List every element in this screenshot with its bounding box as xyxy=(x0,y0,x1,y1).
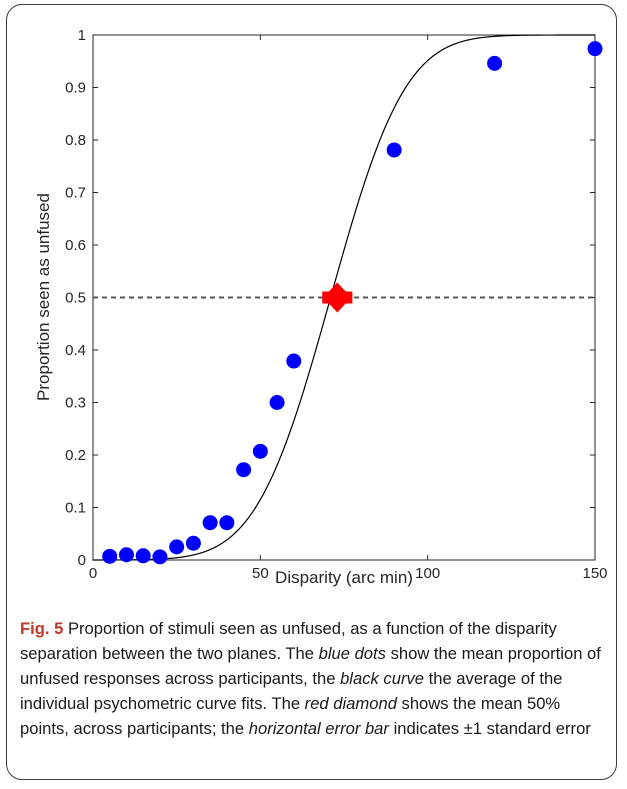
x-axis-label: Disparity (arc min) xyxy=(275,568,413,587)
y-axis-label: Proportion seen as unfused xyxy=(34,193,53,401)
caption-text-3: the average of the individual psychometr… xyxy=(20,669,563,713)
plot-area: 0 50 100 150 0 0.1 0.2 0.3 0.4 0.5 0.6 0.7 0.8 0.9 1 xyxy=(65,27,607,582)
caption-term-error-bar: horizontal error bar xyxy=(248,719,389,738)
data-point xyxy=(252,443,268,459)
data-point xyxy=(202,515,218,531)
data-point xyxy=(135,548,151,564)
x-tick-label: 0 xyxy=(89,565,97,582)
caption-term-red-diamond: red diamond xyxy=(304,694,397,713)
data-point xyxy=(269,395,285,410)
data-point xyxy=(219,515,235,531)
data-point xyxy=(169,539,185,555)
y-tick-label: 1 xyxy=(78,27,86,44)
data-point xyxy=(236,462,252,478)
y-tick-label: 0.2 xyxy=(65,447,86,464)
y-tick-label: 0.6 xyxy=(65,237,86,254)
fitted-psychometric-curve xyxy=(93,34,595,561)
caption-text-2: show the mean proportion of unfused resp… xyxy=(20,644,601,688)
y-tick-label: 0.1 xyxy=(65,500,86,517)
data-point xyxy=(185,535,201,551)
figure-caption: Fig. 5 Proportion of stimuli seen as unf… xyxy=(20,616,610,741)
y-tick-label: 0.5 xyxy=(65,290,86,307)
data-point xyxy=(587,41,603,57)
caption-term-black-curve: black curve xyxy=(340,669,425,688)
data-point xyxy=(286,353,302,369)
caption-term-blue-dots: blue dots xyxy=(318,644,386,663)
data-point xyxy=(386,142,402,158)
y-tick-label: 0.7 xyxy=(65,185,86,202)
y-tick-label: 0.8 xyxy=(65,132,86,149)
y-tick-label: 0.3 xyxy=(65,395,86,412)
caption-text-5: indicates ±1 standard error xyxy=(388,719,591,738)
data-point xyxy=(487,55,503,71)
caption-text-4: shows the mean 50% points, across partic… xyxy=(20,694,561,738)
data-point xyxy=(118,547,134,563)
data-point xyxy=(152,549,168,565)
figure-number: Fig. 5 xyxy=(20,619,64,638)
x-tick-label: 150 xyxy=(582,565,607,582)
data-point xyxy=(102,548,118,564)
y-tick-label: 0.9 xyxy=(65,80,86,97)
x-tick-label: 50 xyxy=(252,565,269,582)
y-tick-label: 0 xyxy=(78,552,86,569)
y-tick-label: 0.4 xyxy=(65,342,86,359)
mean-50-percent-diamond xyxy=(323,282,352,313)
caption-text-1: Proportion of stimuli seen as unfused, a… xyxy=(20,619,557,663)
figure-frame xyxy=(6,4,617,780)
x-tick-label: 100 xyxy=(415,565,440,582)
